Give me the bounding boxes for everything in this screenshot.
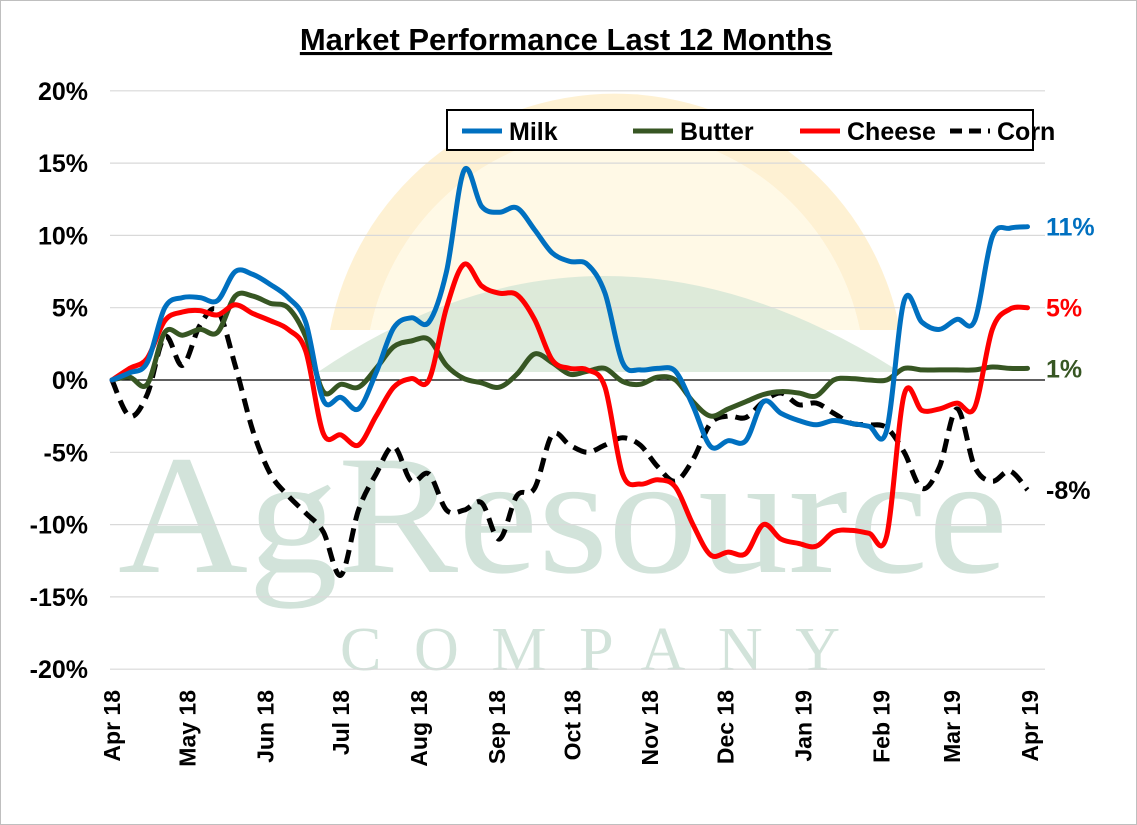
legend-label-cheese: Cheese [847,118,936,146]
series-line-milk [109,165,1030,451]
x-tick-label: Mar 19 [939,690,965,763]
y-tick-label: 15% [38,150,88,178]
y-axis: 20% 15% 10% 5% 0% -5% -10% -15% -20% [30,78,88,684]
x-tick-label: Aug 18 [406,690,432,767]
x-tick-label: Sep 18 [484,690,510,764]
x-tick-label: Apr 18 [99,690,125,762]
gridlines [110,90,1045,670]
y-tick-label: -20% [30,656,88,684]
x-tick-label: Jun 18 [252,690,278,763]
watermark-text: AgResource [118,421,1008,609]
end-labels: -8% 1% 5% 11% [1046,214,1095,505]
series-line-cheese [109,261,1030,559]
y-tick-label: 10% [38,222,88,250]
watermark-field [318,276,900,372]
end-label-butter: 1% [1046,355,1082,383]
watermark-sun-arc [330,93,900,330]
x-tick-label: Dec 18 [713,690,739,764]
x-tick-label: Jul 18 [328,690,354,755]
legend-label-milk: Milk [509,118,558,146]
x-tick-label: May 18 [174,690,200,767]
y-tick-label: 0% [52,367,88,395]
x-tick-label: Nov 18 [637,690,663,766]
y-tick-label: -15% [30,584,88,612]
y-tick-label: -10% [30,512,88,540]
end-label-corn: -8% [1046,477,1090,505]
x-tick-label: Oct 18 [559,690,585,761]
end-label-milk: 11% [1046,214,1095,242]
legend-box [446,109,1034,151]
y-tick-label: 20% [38,78,88,106]
x-tick-label: Apr 19 [1017,690,1043,762]
series-line-butter [109,290,1030,419]
y-tick-label: -5% [44,439,88,467]
legend-label-butter: Butter [680,118,754,146]
y-tick-label: 5% [52,295,88,323]
watermark-sun-fill [370,129,860,330]
legend: Milk Butter Cheese Corn [446,109,1055,151]
end-label-cheese: 5% [1046,295,1082,323]
series-lines [109,165,1030,578]
x-tick-label: Feb 19 [869,690,895,763]
watermark-logo: AgResource COMPANY [118,93,1008,684]
series-line-corn [109,306,1030,578]
x-tick-label: Jan 19 [791,690,817,762]
watermark-subtext: COMPANY [340,616,840,684]
chart-title: Market Performance Last 12 Months [300,22,832,57]
legend-label-corn: Corn [997,118,1055,146]
